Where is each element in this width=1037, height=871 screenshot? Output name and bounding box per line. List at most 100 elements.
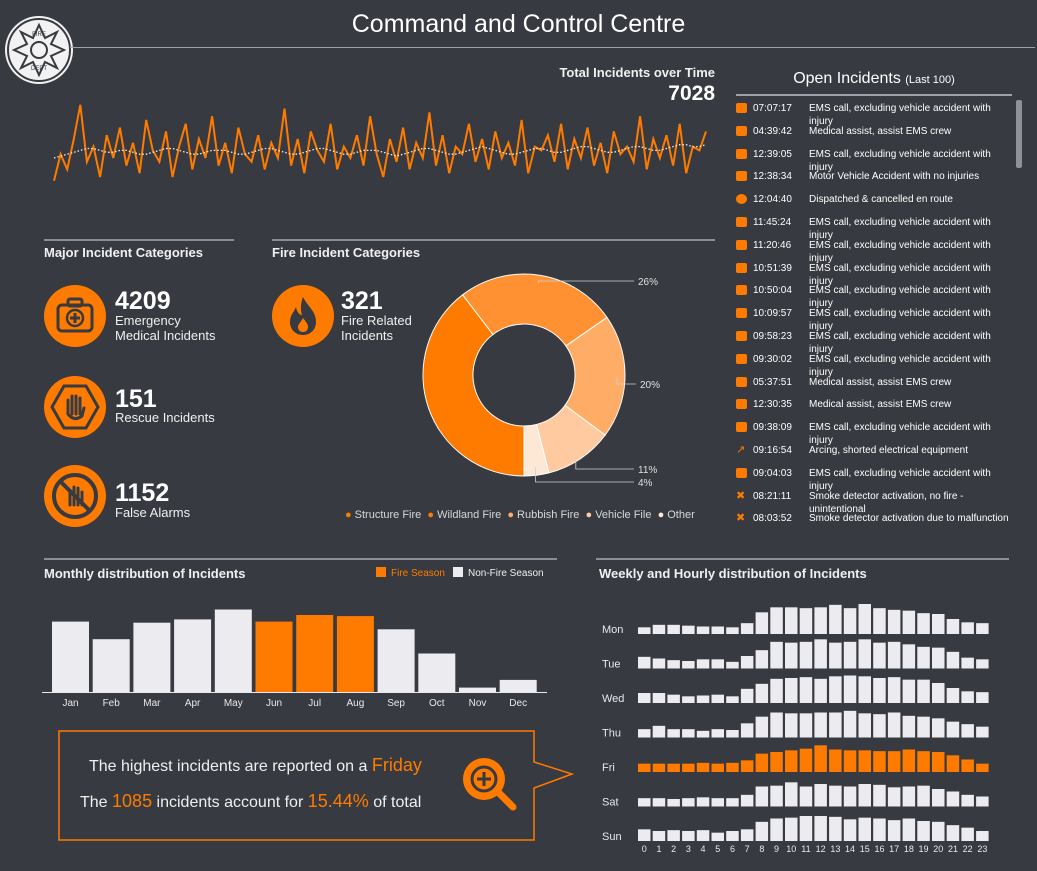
month-bar: [499, 679, 537, 692]
hour-tick-label: 23: [977, 844, 987, 854]
page-title: Command and Control Centre: [351, 10, 686, 38]
hour-bar: [932, 789, 945, 807]
open-incident-row[interactable]: 05:37:51 Medical assist, assist EMS crew: [736, 374, 1014, 397]
hour-bar: [976, 659, 989, 669]
donut-leader-line: [538, 280, 634, 284]
open-incidents-scrollbar[interactable]: [1016, 100, 1022, 168]
month-bar: [459, 687, 496, 692]
open-incident-row[interactable]: 09:30:02 EMS call, excluding vehicle acci…: [736, 351, 1014, 378]
hour-bar: [785, 817, 798, 841]
hour-tick-label: 2: [671, 844, 676, 854]
hour-bar: [843, 750, 857, 772]
incident-time: 09:04:03: [753, 467, 792, 479]
hour-bar: [667, 799, 680, 807]
hour-bar: [799, 748, 813, 772]
open-incident-row[interactable]: ↗ 09:16:54 Arcing, shorted electrical equi…: [736, 442, 1014, 465]
open-incident-row[interactable]: 09:38:09 EMS call, excluding vehicle acci…: [736, 419, 1014, 446]
open-incident-row[interactable]: 09:04:03 EMS call, excluding vehicle acci…: [736, 465, 1014, 492]
hour-bar: [682, 625, 695, 634]
open-incident-row[interactable]: 12:38:34 Motor Vehicle Accident with no i…: [736, 168, 1014, 191]
rescue-label: Rescue Incidents: [115, 410, 215, 425]
hour-bar: [755, 716, 769, 738]
weekly-section-rule: [596, 558, 1009, 560]
incident-description: EMS call, excluding vehicle accident wit…: [809, 330, 991, 355]
ems-label-1: Emergency: [115, 313, 181, 328]
hour-bar: [667, 694, 680, 703]
legend-wildland-fire: ● Wildland Fire: [427, 509, 502, 521]
donut-pct-label: 20%: [640, 380, 660, 391]
incident-description: Medical assist, assist EMS crew: [809, 376, 952, 388]
hour-tick-label: 17: [889, 844, 899, 854]
medical-kit-icon: [736, 216, 747, 227]
hour-bar: [638, 729, 651, 738]
hour-bar: [755, 650, 769, 669]
hour-bar: [696, 626, 710, 634]
rescue-hand-icon: [44, 376, 106, 438]
incident-time: 10:51:39: [753, 262, 792, 274]
hour-bar: [946, 721, 960, 738]
hour-bar: [917, 679, 930, 703]
medical-kit-icon: [736, 285, 747, 296]
medical-kit-icon: [736, 422, 747, 433]
open-incident-row[interactable]: ✖ 08:21:11 Smoke detector activation, no f…: [736, 488, 1014, 515]
incident-description: Smoke detector activation, no fire - uni…: [809, 490, 964, 515]
open-incident-row[interactable]: 11:20:46 EMS call, excluding vehicle acci…: [736, 237, 1014, 264]
open-incident-row[interactable]: 04:39:42 Medical assist, assist EMS crew: [736, 123, 1014, 146]
open-incident-row[interactable]: 12:04:40 Dispatched & cancelled en route: [736, 191, 1014, 214]
open-incident-row[interactable]: 11:45:24 EMS call, excluding vehicle acci…: [736, 214, 1014, 241]
hour-bar: [799, 713, 813, 738]
hour-tick-label: 1: [656, 844, 661, 854]
legend-rubbish-fire: ● Rubbish Fire: [507, 509, 580, 521]
incident-description: Smoke detector activation due to malfunc…: [809, 513, 1009, 525]
hour-bar: [902, 679, 916, 703]
month-bar: [296, 615, 334, 692]
incident-time: 05:37:51: [753, 376, 792, 388]
hour-bar: [711, 694, 724, 703]
open-incident-row[interactable]: 09:58:23 EMS call, excluding vehicle acci…: [736, 328, 1014, 355]
hour-bar: [814, 784, 827, 807]
hour-bar: [932, 683, 945, 703]
hour-bar: [785, 642, 798, 669]
open-incident-row[interactable]: 10:09:57 EMS call, excluding vehicle acci…: [736, 305, 1014, 332]
hour-bar: [667, 624, 680, 634]
hour-bar: [873, 678, 886, 703]
day-label: Wed: [602, 693, 624, 705]
medical-kit-icon: [736, 171, 747, 182]
open-incident-row[interactable]: 07:07:17 EMS call, excluding vehicle acci…: [736, 100, 1014, 127]
flame-icon: [272, 285, 334, 347]
hour-bar: [652, 658, 666, 669]
hour-bar: [667, 660, 680, 669]
hour-bar: [726, 762, 739, 772]
hour-bar: [652, 763, 666, 772]
incident-time: 12:04:40: [753, 194, 792, 206]
hour-bar: [961, 794, 974, 807]
hour-bar: [740, 794, 754, 807]
hour-bar: [799, 641, 813, 669]
incident-time: 11:45:24: [753, 216, 792, 228]
hour-tick-label: 13: [830, 844, 840, 854]
month-tick-label: Feb: [103, 698, 121, 709]
total-incidents-label: Total Incidents over Time: [559, 65, 715, 80]
open-incident-row[interactable]: 12:30:35 Medical assist, assist EMS crew: [736, 396, 1014, 419]
hour-bar: [726, 661, 739, 669]
hour-bar: [711, 659, 724, 669]
open-incident-row[interactable]: 10:50:04 EMS call, excluding vehicle acci…: [736, 282, 1014, 309]
open-incidents-list[interactable]: 07:07:17 EMS call, excluding vehicle acci…: [736, 100, 1014, 525]
hour-bar: [843, 675, 857, 703]
donut-leader-line: [616, 376, 636, 385]
fire-count: 321: [341, 287, 383, 315]
open-incident-row[interactable]: 12:39:05 EMS call, excluding vehicle acci…: [736, 146, 1014, 173]
hour-bar: [638, 656, 651, 669]
open-incident-row[interactable]: 10:51:39 EMS call, excluding vehicle acci…: [736, 260, 1014, 287]
open-incident-row[interactable]: ✖ 08:03:52 Smoke detector activation due t…: [736, 510, 1014, 525]
incident-time: 09:16:54: [753, 444, 792, 456]
incident-description: Motor Vehicle Accident with no injuries: [809, 171, 980, 183]
hour-bar: [726, 831, 739, 841]
hour-bar: [814, 639, 827, 669]
hour-bar: [946, 619, 960, 634]
donut-slice-rubbish-fire: [564, 316, 626, 436]
hour-bar: [932, 718, 945, 738]
incident-description: Medical assist, assist EMS crew: [809, 399, 952, 411]
incident-description: EMS call, excluding vehicle accident wit…: [809, 148, 991, 173]
hour-tick-label: 9: [774, 844, 779, 854]
